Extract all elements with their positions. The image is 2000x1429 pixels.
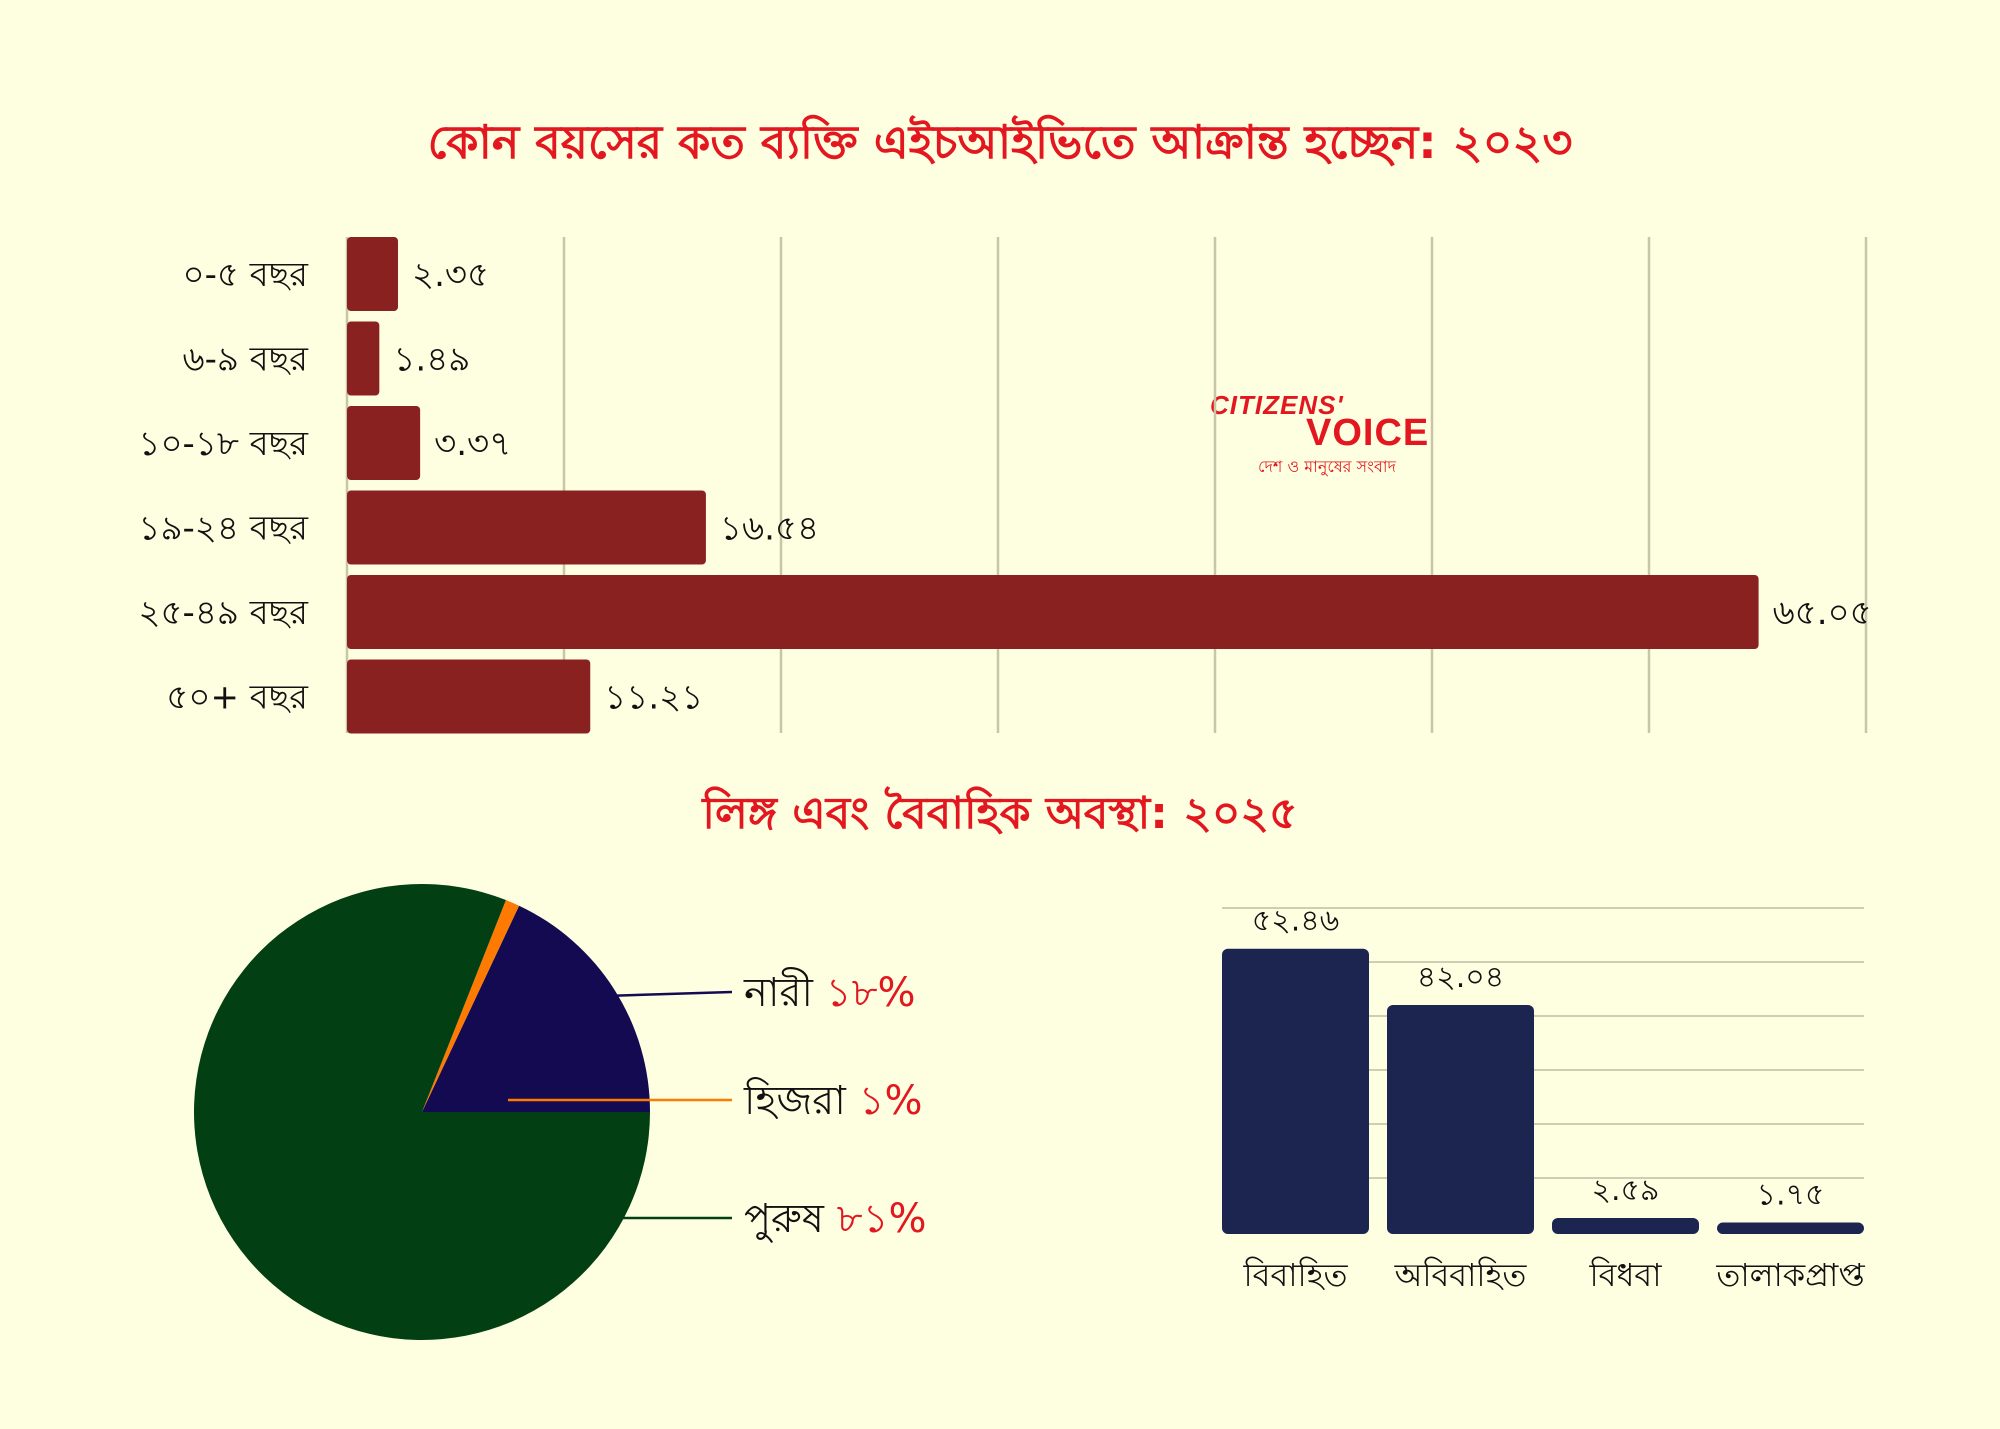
pie-legend-label: নারী ১৮% — [743, 967, 916, 1016]
age-value-label: ৬৫.০৫ — [1773, 593, 1872, 633]
marital-category-label: বিধবা — [1589, 1256, 1663, 1294]
marital-bar — [1387, 1004, 1534, 1234]
gender-chart-title: লিঙ্গ এবং বৈবাহিক অবস্থা: ২০২৫ — [702, 788, 1298, 839]
marital-bar — [1717, 1222, 1864, 1234]
pie-legend-percent: ১৮% — [826, 970, 916, 1016]
marital-category-label: তালাকপ্রাপ্ত — [1715, 1256, 1865, 1294]
marital-category-label: বিবাহিত — [1242, 1256, 1348, 1294]
age-value-label: ৩.৩৭ — [434, 424, 511, 464]
age-bar — [347, 659, 591, 734]
marital-chart-bars — [1222, 948, 1864, 1234]
age-bar — [347, 575, 1759, 649]
pie-slice — [422, 900, 520, 1112]
marital-bar — [1552, 1218, 1699, 1234]
logo-tagline: দেশ ও মানুষের সংবাদ — [1258, 457, 1396, 476]
age-category-label: ৬-৯ বছর — [183, 340, 310, 380]
marital-chart-labels: ৫২.৪৬ বিবাহিত ৪২.০৪ অবিবাহিত ২.৫৯ বিধবা ১.৭৫ তা… — [1242, 904, 1865, 1294]
marital-value-label: ২.৫৯ — [1592, 1173, 1660, 1208]
pie-legend-label: পুরুষ ৮১% — [744, 1196, 927, 1243]
age-value-label: ১১.২১ — [604, 678, 703, 718]
marital-value-label: ১.৭৫ — [1757, 1178, 1825, 1213]
logo-top-text: CITIZENS' — [1210, 390, 1344, 420]
age-bar — [347, 321, 380, 396]
marital-value-label: ৪২.০৪ — [1417, 960, 1504, 995]
age-value-label: ১৬.৫৪ — [720, 509, 819, 549]
marital-bar — [1222, 948, 1369, 1234]
marital-value-label: ৫২.৪৬ — [1252, 904, 1339, 939]
pie-slice — [194, 884, 651, 1340]
age-category-label: ৫০+ বছর — [166, 678, 309, 718]
age-category-label: ১৯-২৪ বছর — [138, 509, 309, 549]
age-chart-bars — [347, 237, 1759, 734]
age-bar — [347, 406, 421, 480]
age-category-label: ১০-১৮ বছর — [138, 424, 309, 464]
age-category-label: ২৫-৪৯ বছর — [138, 593, 309, 633]
logo-main-text: VOICE — [1306, 412, 1430, 454]
age-chart-labels: ০-৫ বছর ২.৩৫ ৬-৯ বছর ১.৪৯ ১০-১৮ বছর ৩.৩৭ ১৯-২৪… — [138, 255, 1871, 718]
pie-legend-label: হিজরা ১% — [743, 1077, 923, 1124]
age-chart-gridlines — [345, 237, 1868, 733]
gender-pie-legend: নারী ১৮% হিজরা ১% পুরুষ ৮১% — [508, 967, 927, 1243]
age-bar — [347, 490, 706, 565]
marital-category-label: অবিবাহিত — [1394, 1256, 1528, 1294]
age-value-label: ১.৪৯ — [393, 340, 470, 380]
citizens-voice-logo: CITIZENS' VOICE দেশ ও মানুষের সংবাদ — [1208, 390, 1448, 480]
gender-pie — [194, 884, 651, 1340]
age-category-label: ০-৫ বছর — [183, 255, 310, 295]
pie-legend-percent: ৮১% — [837, 1196, 927, 1242]
age-bar — [347, 237, 398, 311]
pie-leader-line — [604, 990, 733, 998]
pie-legend-percent: ১% — [859, 1078, 923, 1124]
age-value-label: ২.৩৫ — [412, 255, 489, 295]
pie-slice — [422, 905, 650, 1112]
age-chart-title: কোন বয়সের কত ব্যক্তি এইচআইভিতে আক্রান্ত… — [427, 115, 1573, 169]
